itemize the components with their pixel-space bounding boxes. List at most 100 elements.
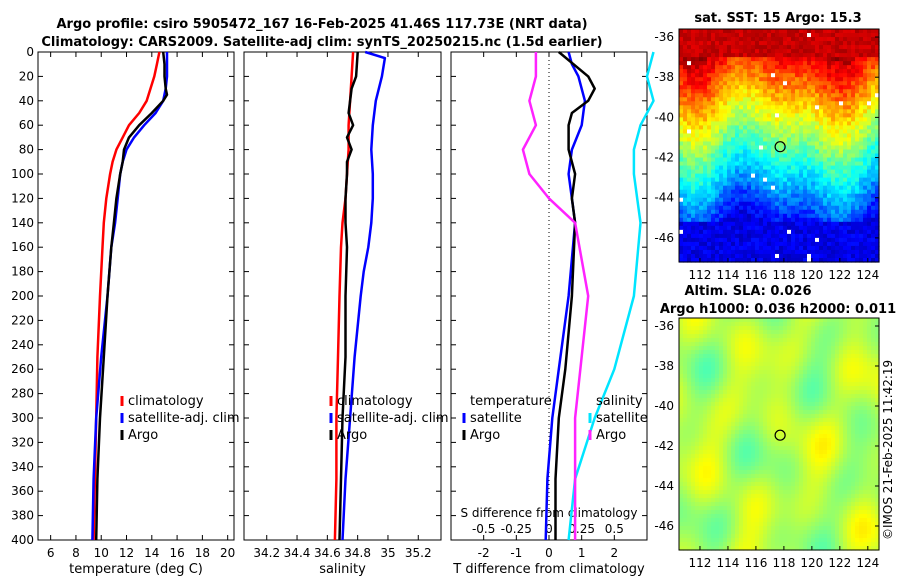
series-line <box>94 51 169 541</box>
map-cell <box>735 221 740 227</box>
map-cell <box>843 77 848 82</box>
map-cell <box>771 358 776 363</box>
map-cell <box>743 161 748 167</box>
map-cell <box>707 426 712 431</box>
map-cell <box>779 422 784 427</box>
map-cell <box>811 217 816 223</box>
map-cell <box>847 418 852 423</box>
map-cell <box>739 169 744 175</box>
map-cell <box>771 414 776 419</box>
map-cell <box>679 141 684 147</box>
map-cell <box>819 434 824 439</box>
map-cell <box>715 205 720 211</box>
map-cell <box>807 442 812 447</box>
map-cell <box>691 354 696 359</box>
map-cell <box>723 149 728 155</box>
map-cell <box>703 29 708 34</box>
map-cell <box>719 53 724 58</box>
map-cell <box>843 398 848 403</box>
map-cell <box>707 157 712 163</box>
map-cell <box>819 69 824 74</box>
map-cell <box>831 221 836 227</box>
map-cell <box>719 322 724 327</box>
map-cell <box>695 153 700 159</box>
map-cell <box>835 57 840 62</box>
map-cell <box>683 370 688 375</box>
map-cell <box>751 73 756 78</box>
map-cell <box>839 446 844 451</box>
map-cell <box>847 169 852 175</box>
map-cell <box>695 189 700 195</box>
map-cell <box>851 338 856 343</box>
map-cell <box>835 334 840 339</box>
map-cell <box>767 165 772 171</box>
map-cell <box>811 33 816 38</box>
map-cell <box>707 121 712 127</box>
map-cell <box>747 85 752 90</box>
map-cell <box>807 81 812 86</box>
map-cell <box>875 49 880 54</box>
map-cell <box>827 370 832 375</box>
map-cell <box>699 430 704 435</box>
map-cell <box>795 354 800 359</box>
map-cell <box>695 446 700 451</box>
map-cell <box>835 450 840 455</box>
y-tick-label: 340 <box>11 460 34 474</box>
map-cell <box>679 113 684 118</box>
map-cell <box>711 113 716 118</box>
map-cell <box>783 418 788 423</box>
map-cell <box>751 177 756 183</box>
map-cell <box>827 446 832 451</box>
map-cell <box>783 73 788 78</box>
map-cell <box>779 430 784 435</box>
map-cell <box>803 97 808 102</box>
map-cell <box>751 29 756 34</box>
map-cell <box>847 241 852 247</box>
map-cell <box>691 438 696 443</box>
map-cell <box>875 378 880 383</box>
map-cell <box>739 318 744 323</box>
map-cell <box>683 410 688 415</box>
map-cell <box>827 109 832 114</box>
series-line <box>92 51 161 541</box>
map-cell <box>719 113 724 118</box>
map-cell <box>691 322 696 327</box>
map-cell <box>683 414 688 419</box>
map-cell <box>787 141 792 147</box>
map-cell <box>799 442 804 447</box>
map-cell <box>871 366 876 371</box>
map-cell <box>875 101 880 106</box>
map-cell <box>679 77 684 82</box>
s-diff-tick-label: 0.5 <box>605 522 624 536</box>
map-cell <box>751 438 756 443</box>
map-cell <box>731 253 736 259</box>
map-cell <box>715 125 720 131</box>
map-cell <box>803 105 808 110</box>
map-cell <box>779 450 784 455</box>
map-cell <box>863 442 868 447</box>
map-cell <box>843 181 848 187</box>
map-cell <box>767 249 772 255</box>
map-cell <box>683 197 688 203</box>
map-cell <box>859 402 864 407</box>
map-cell <box>775 458 780 463</box>
map-cell <box>703 77 708 82</box>
map-cell <box>867 422 872 427</box>
map-cell <box>875 137 880 143</box>
map-cell <box>859 414 864 419</box>
map-cell <box>763 350 768 355</box>
map-cell <box>699 121 704 127</box>
map-cell <box>755 446 760 451</box>
map-cell <box>743 241 748 247</box>
map-cell <box>791 382 796 387</box>
map-cell <box>771 161 776 167</box>
map-cell <box>859 406 864 411</box>
map-cell <box>767 237 772 243</box>
map-cell <box>819 249 824 255</box>
map-cell <box>827 57 832 62</box>
map-cell <box>791 326 796 331</box>
map-cell <box>811 426 816 431</box>
map-cell <box>775 330 780 335</box>
map-cell <box>803 81 808 86</box>
x-tick-label: 6 <box>47 546 55 560</box>
